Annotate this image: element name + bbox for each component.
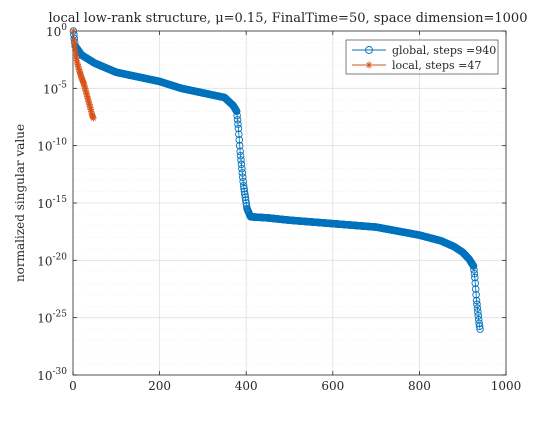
- data-point: [241, 190, 249, 199]
- y-tick-labels: 100 10-5 10-10 10-15 10-20 10-25 10-30: [37, 23, 67, 383]
- data-point: [365, 46, 373, 54]
- x-tick-label: 200: [148, 379, 171, 393]
- data-point: [233, 116, 242, 124]
- data-point: [236, 151, 245, 160]
- y-tick-label: 10-10: [37, 138, 67, 154]
- data-point: [90, 114, 97, 122]
- legend-item-local: local, steps =47: [352, 59, 481, 72]
- data-point: [470, 269, 479, 278]
- data-point: [471, 285, 480, 293]
- data-point: [235, 136, 244, 144]
- data-point: [239, 177, 247, 186]
- data-point: [237, 160, 246, 169]
- y-tick-label: 100: [46, 23, 67, 39]
- data-point: [474, 308, 482, 316]
- data-point: [240, 184, 248, 193]
- x-tick-label: 400: [235, 379, 258, 393]
- data-point: [471, 279, 480, 288]
- data-point: [241, 193, 250, 202]
- data-point: [469, 262, 478, 270]
- chart-title: local low-rank structure, μ=0.15, FinalT…: [49, 11, 528, 26]
- data-point: [470, 266, 478, 274]
- y-tick-label: 10-5: [43, 80, 67, 96]
- legend: global, steps =940 local, steps =47: [345, 39, 499, 75]
- data-point: [236, 147, 244, 156]
- legend-item-global: global, steps =940: [352, 44, 496, 57]
- data-point: [239, 182, 248, 190]
- x-tick-label: 800: [408, 379, 431, 393]
- y-tick-label: 10-30: [37, 367, 67, 383]
- series-local: [70, 27, 97, 122]
- series-layer: [69, 27, 484, 333]
- data-point: [238, 164, 246, 173]
- series-global: [69, 27, 484, 333]
- x-tick-labels: 0 200 400 600 800 1000: [69, 379, 521, 393]
- data-point: [238, 173, 247, 181]
- data-point: [240, 187, 249, 196]
- data-point: [475, 319, 483, 328]
- data-point: [471, 273, 479, 282]
- x-tick-label: 0: [69, 379, 77, 393]
- y-tick-label: 10-20: [37, 252, 67, 268]
- data-point: [475, 322, 484, 331]
- legend-label: global, steps =940: [392, 44, 496, 57]
- legend-box: [345, 39, 499, 75]
- data-point: [237, 156, 245, 164]
- data-point: [234, 120, 242, 128]
- data-point: [233, 111, 241, 120]
- data-point: [235, 141, 244, 150]
- y-axis-label: normalized singular value: [13, 124, 27, 282]
- data-point: [232, 107, 241, 116]
- y-tick-label: 10-15: [37, 195, 67, 211]
- data-point: [472, 296, 481, 305]
- data-point: [474, 312, 483, 320]
- data-point: [473, 300, 481, 309]
- data-point: [365, 61, 373, 69]
- data-point: [234, 124, 243, 133]
- x-tick-label: 600: [321, 379, 344, 393]
- data-point: [235, 130, 243, 138]
- data-point: [472, 290, 480, 299]
- data-point: [70, 27, 77, 35]
- y-tick-label: 10-25: [37, 310, 67, 326]
- data-point: [242, 196, 250, 204]
- x-tick-label: 1000: [491, 379, 522, 393]
- data-point: [476, 325, 484, 333]
- grid: [73, 31, 506, 375]
- data-point: [238, 169, 247, 177]
- data-point: [473, 304, 482, 312]
- legend-label: local, steps =47: [392, 59, 481, 72]
